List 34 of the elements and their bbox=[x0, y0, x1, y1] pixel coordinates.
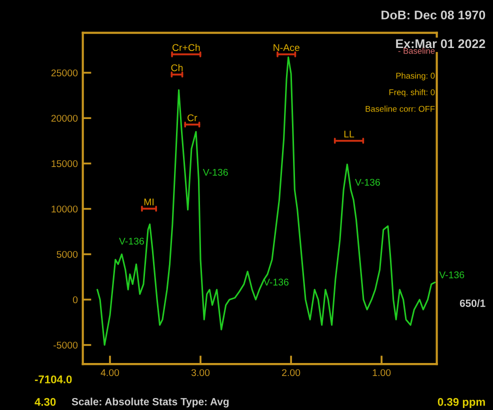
text: -7104.0 bbox=[34, 375, 72, 384]
x-tick-label: 3.00 bbox=[191, 369, 210, 376]
annotation: Cr bbox=[188, 114, 198, 122]
data-label: V-136 bbox=[264, 278, 289, 286]
text: DoB: Dec 08 1970 bbox=[382, 10, 486, 20]
y-tick-label: 20000 bbox=[51, 114, 78, 122]
annotation: Cr+Ch bbox=[172, 44, 200, 52]
y-tick-label: 5000 bbox=[56, 250, 78, 258]
annotation: Ch bbox=[171, 64, 183, 72]
y-tick-label: 10000 bbox=[52, 206, 78, 212]
x-tick-label: 2.00 bbox=[282, 369, 300, 376]
annotation: LL bbox=[344, 130, 354, 138]
annotation: Phasing: 0 bbox=[396, 72, 435, 80]
x-tick-label: 4.00 bbox=[100, 369, 120, 376]
y-tick-label: 15000 bbox=[52, 160, 78, 168]
text: 650/1 bbox=[460, 299, 486, 308]
text: 0.39 ppm bbox=[438, 398, 485, 408]
y-tick-label: -5000 bbox=[54, 342, 78, 349]
y-tick-label: 0 bbox=[72, 296, 78, 304]
annotation: Freq. shift: 0 bbox=[389, 89, 435, 97]
annotation: N-Ace bbox=[274, 44, 300, 52]
annotation: Ex:Mar 01 2022 bbox=[396, 39, 486, 48]
text: 4.30 bbox=[34, 398, 56, 406]
data-label: V-136 bbox=[439, 271, 464, 278]
annotation: - Baseline bbox=[398, 48, 435, 54]
data-label: V-136 bbox=[355, 178, 380, 186]
annotation: Baseline corr: OFF bbox=[366, 106, 435, 112]
data-label: V-136 bbox=[202, 168, 228, 176]
y-tick-label: 25000 bbox=[51, 69, 78, 76]
data-label: V-136 bbox=[119, 238, 144, 245]
line-series bbox=[96, 56, 436, 346]
annotation: MI bbox=[144, 198, 154, 206]
x-tick-label: 1.00 bbox=[372, 369, 391, 376]
text: Scale: Absolute Stats Type: Avg bbox=[72, 398, 229, 408]
